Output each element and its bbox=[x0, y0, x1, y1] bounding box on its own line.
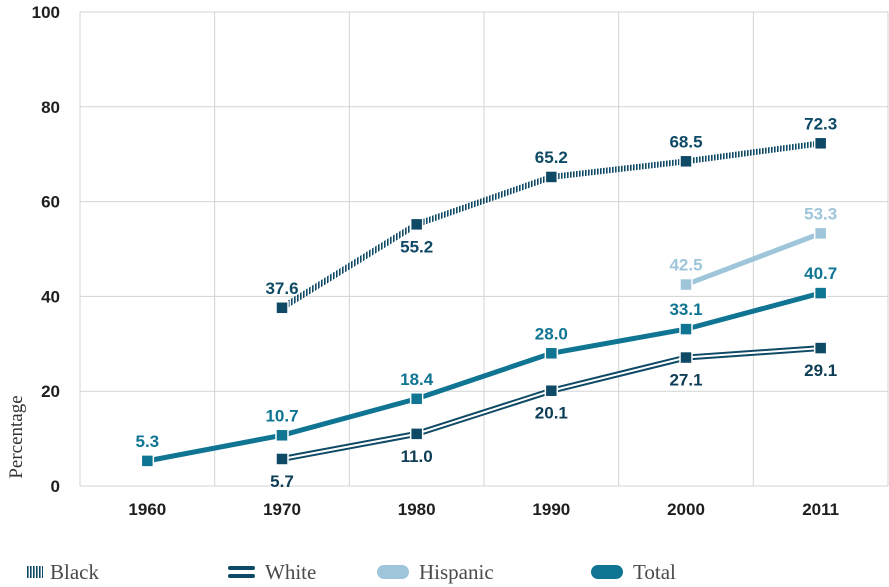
total-marker bbox=[679, 322, 693, 336]
total-data-label: 18.4 bbox=[400, 370, 434, 389]
legend-swatch-hispanic bbox=[377, 565, 409, 579]
hispanic-marker bbox=[679, 277, 693, 292]
black-marker bbox=[275, 301, 289, 315]
black-data-label: 65.2 bbox=[535, 148, 568, 167]
total-data-label: 10.7 bbox=[265, 406, 298, 425]
x-tick-label: 2000 bbox=[667, 500, 705, 519]
x-tick-label: 1980 bbox=[398, 500, 436, 519]
y-tick-label: 40 bbox=[41, 287, 60, 306]
legend-item-hispanic: Hispanic bbox=[377, 560, 494, 584]
legend-swatch-total bbox=[591, 565, 623, 579]
total-data-label: 5.3 bbox=[136, 432, 160, 451]
legend-label-white: White bbox=[265, 560, 316, 584]
legend-swatch-white bbox=[228, 566, 255, 570]
y-tick-label: 100 bbox=[32, 3, 60, 22]
black-marker bbox=[813, 136, 828, 151]
white-data-label: 5.7 bbox=[270, 472, 294, 491]
white-series: 5.7 11.0 20.1 27.1 29.1 bbox=[270, 341, 837, 491]
black-data-label: 68.5 bbox=[669, 132, 702, 151]
black-line bbox=[280, 140, 822, 311]
white-marker bbox=[544, 383, 559, 398]
total-line bbox=[146, 290, 822, 464]
hispanic-data-label: 53.3 bbox=[804, 204, 837, 223]
legend-item-total: Total bbox=[591, 560, 676, 584]
y-axis-label: Percentage bbox=[6, 395, 27, 478]
legend-item-black: Black bbox=[26, 560, 99, 584]
total-data-label: 33.1 bbox=[669, 300, 702, 319]
white-data-label: 11.0 bbox=[401, 447, 433, 466]
black-marker bbox=[409, 217, 424, 232]
total-marker bbox=[409, 392, 424, 406]
x-tick-label: 1970 bbox=[263, 500, 301, 519]
y-tick-label: 20 bbox=[41, 382, 60, 401]
grid bbox=[79, 11, 889, 487]
legend-label-black: Black bbox=[50, 560, 99, 584]
black-data-label: 72.3 bbox=[804, 114, 837, 133]
legend-swatch-black bbox=[26, 566, 43, 578]
white-data-label: 20.1 bbox=[535, 404, 568, 423]
black-series: 37.6 55.2 65.2 68.5 72.3 bbox=[265, 114, 837, 315]
legend-label-total: Total bbox=[633, 560, 676, 584]
white-marker bbox=[813, 341, 828, 355]
white-data-label: 27.1 bbox=[669, 371, 702, 390]
legend: Black White Hispanic Total bbox=[26, 560, 676, 584]
total-series: 5.3 10.7 18.4 28.0 33.1 40.7 bbox=[136, 264, 837, 468]
total-marker bbox=[275, 428, 289, 443]
total-data-label: 28.0 bbox=[535, 324, 568, 343]
black-marker bbox=[679, 154, 693, 169]
black-data-label: 37.6 bbox=[265, 279, 298, 298]
hispanic-marker bbox=[813, 226, 828, 241]
total-marker bbox=[544, 346, 559, 361]
y-axis: 0 20 40 60 80 100 bbox=[32, 3, 60, 496]
x-tick-label: 1990 bbox=[532, 500, 570, 519]
hispanic-data-label: 42.5 bbox=[669, 256, 702, 275]
black-marker bbox=[544, 170, 559, 184]
x-axis: 1960 1970 1980 1990 2000 2011 bbox=[128, 500, 839, 519]
white-marker bbox=[409, 427, 424, 441]
hispanic-line bbox=[685, 231, 822, 287]
total-marker bbox=[813, 286, 828, 300]
white-marker bbox=[679, 350, 693, 365]
series-layer: 37.6 55.2 65.2 68.5 72.3 5.7 11.0 20.1 27.1 29.1 4… bbox=[136, 114, 838, 491]
legend-item-white: White bbox=[228, 560, 316, 584]
y-tick-label: 60 bbox=[41, 193, 60, 212]
white-data-label: 29.1 bbox=[804, 361, 837, 380]
total-data-label: 40.7 bbox=[804, 264, 837, 283]
x-tick-label: 2011 bbox=[802, 500, 839, 519]
x-tick-label: 1960 bbox=[128, 500, 166, 519]
y-tick-label: 0 bbox=[51, 477, 60, 496]
y-tick-label: 80 bbox=[41, 98, 60, 117]
hispanic-series: 42.5 53.3 bbox=[669, 204, 837, 292]
total-marker bbox=[140, 454, 155, 468]
white-marker bbox=[275, 452, 289, 466]
legend-swatch-white-2 bbox=[228, 574, 255, 578]
legend-label-hispanic: Hispanic bbox=[419, 560, 494, 584]
black-data-label: 55.2 bbox=[400, 237, 433, 256]
